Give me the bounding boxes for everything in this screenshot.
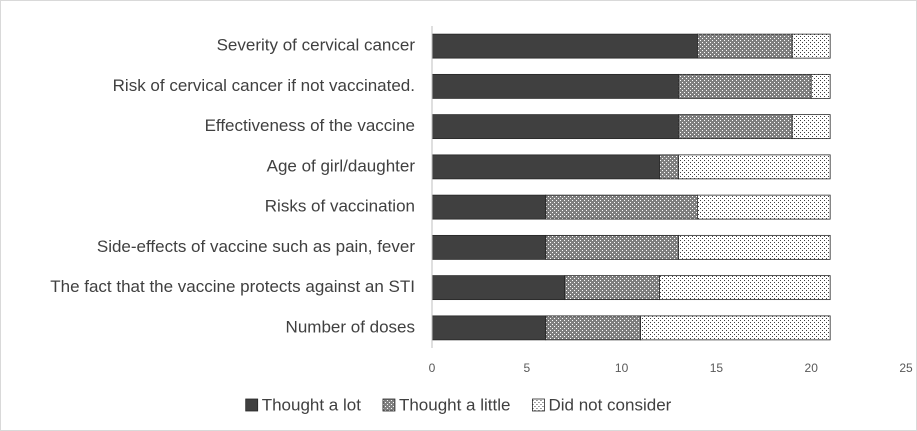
bar-segment <box>659 275 831 301</box>
legend-item: Thought a lot <box>245 395 362 414</box>
bar-segment <box>431 73 679 99</box>
bar-segment <box>431 154 660 180</box>
bar-segment <box>810 73 831 99</box>
bar-segment <box>791 33 831 59</box>
category-label: Risk of cervical cancer if not vaccinate… <box>113 76 415 95</box>
bar-segment <box>697 33 793 59</box>
bar-segment <box>678 154 831 180</box>
category-label: The fact that the vaccine protects again… <box>50 277 415 296</box>
legend-swatch <box>245 398 259 412</box>
bar-segment <box>678 114 793 140</box>
bar-segment <box>431 114 679 140</box>
bar-segment <box>564 275 660 301</box>
legend-swatch <box>532 398 545 412</box>
x-tick-label: 15 <box>710 361 724 375</box>
bar-segment <box>545 315 641 341</box>
category-label: Effectiveness of the vaccine <box>205 116 415 135</box>
x-tick-label: 20 <box>805 361 819 375</box>
bar-segment <box>431 275 566 301</box>
legend-label: Did not consider <box>548 395 671 414</box>
bar-segment <box>431 194 547 220</box>
legend-item: Thought a little <box>382 395 511 414</box>
bar-segment <box>791 114 831 140</box>
legend-label: Thought a little <box>399 395 511 414</box>
bar-segment <box>545 234 679 260</box>
x-tick-label: 0 <box>429 361 436 375</box>
legend-swatch <box>382 398 396 412</box>
bar-segment <box>678 234 831 260</box>
category-label: Risks of vaccination <box>265 197 415 216</box>
category-label: Severity of cervical cancer <box>217 36 416 55</box>
bar-segment <box>659 154 679 180</box>
bar-segment <box>678 73 812 99</box>
bar-segment <box>697 194 831 220</box>
bar-segment <box>640 315 831 341</box>
x-tick-label: 10 <box>615 361 629 375</box>
legend-item: Did not consider <box>532 395 672 414</box>
bar-segment <box>431 234 547 260</box>
x-tick-label: 5 <box>523 361 530 375</box>
category-label: Side-effects of vaccine such as pain, fe… <box>97 237 415 256</box>
x-tick-label: 25 <box>899 361 913 375</box>
bar-segment <box>431 33 698 59</box>
category-label: Number of doses <box>286 317 415 336</box>
category-label: Age of girl/daughter <box>267 156 416 175</box>
bar-segment <box>545 194 698 220</box>
legend-label: Thought a lot <box>262 395 362 414</box>
bar-segment <box>431 315 547 341</box>
